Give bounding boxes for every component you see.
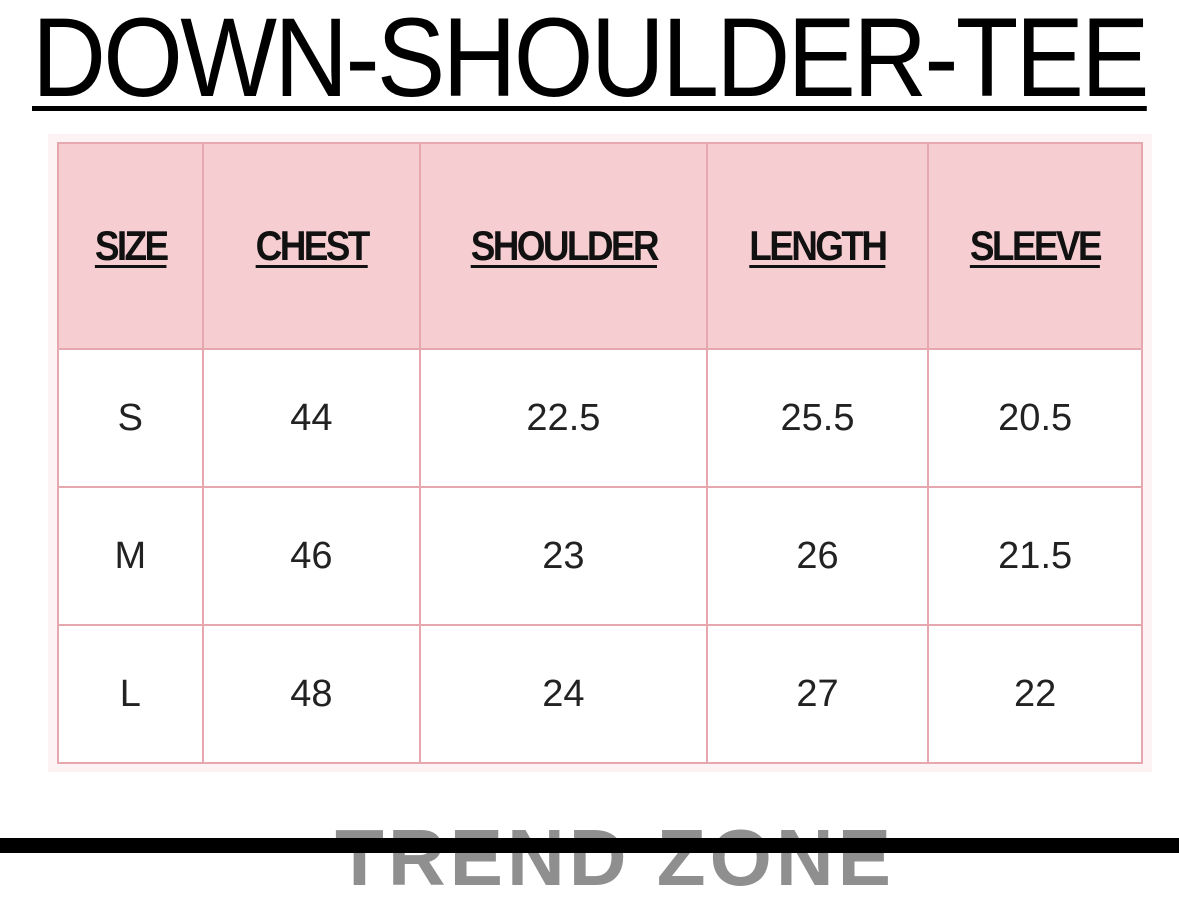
bottom-bar (0, 838, 1179, 853)
cell-shoulder: 23 (419, 486, 708, 626)
cell-sleeve: 22 (927, 624, 1143, 764)
table-row: S 44 22.5 25.5 20.5 (57, 348, 1143, 488)
header-row: SIZE CHEST SHOULDER LENGTH SLEEVE (57, 142, 1143, 350)
cell-chest: 44 (201, 348, 422, 488)
cell-length: 26 (705, 486, 930, 626)
cell-size: S (57, 348, 204, 488)
cell-shoulder: 24 (419, 624, 708, 764)
header-size: SIZE (57, 142, 204, 350)
header-length: LENGTH (705, 142, 930, 350)
header-chest: CHEST (201, 142, 422, 350)
cell-chest: 46 (201, 486, 422, 626)
cell-shoulder: 22.5 (419, 348, 708, 488)
header-shoulder: SHOULDER (419, 142, 708, 350)
table-row: L 48 24 27 22 (57, 624, 1143, 764)
table-row: M 46 23 26 21.5 (57, 486, 1143, 626)
cell-chest: 48 (201, 624, 422, 764)
brand-logo-text: TREND ZONE (335, 813, 895, 902)
cell-length: 25.5 (705, 348, 930, 488)
cell-size: M (57, 486, 204, 626)
cell-length: 27 (705, 624, 930, 764)
page-title: DOWN-SHOULDER-TEE (32, 0, 1150, 120)
cell-size: L (57, 624, 204, 764)
header-sleeve: SLEEVE (927, 142, 1143, 350)
cell-sleeve: 21.5 (927, 486, 1143, 626)
size-chart-table: SIZE CHEST SHOULDER LENGTH SLEEVE S 44 2… (57, 142, 1143, 764)
cell-sleeve: 20.5 (927, 348, 1143, 488)
